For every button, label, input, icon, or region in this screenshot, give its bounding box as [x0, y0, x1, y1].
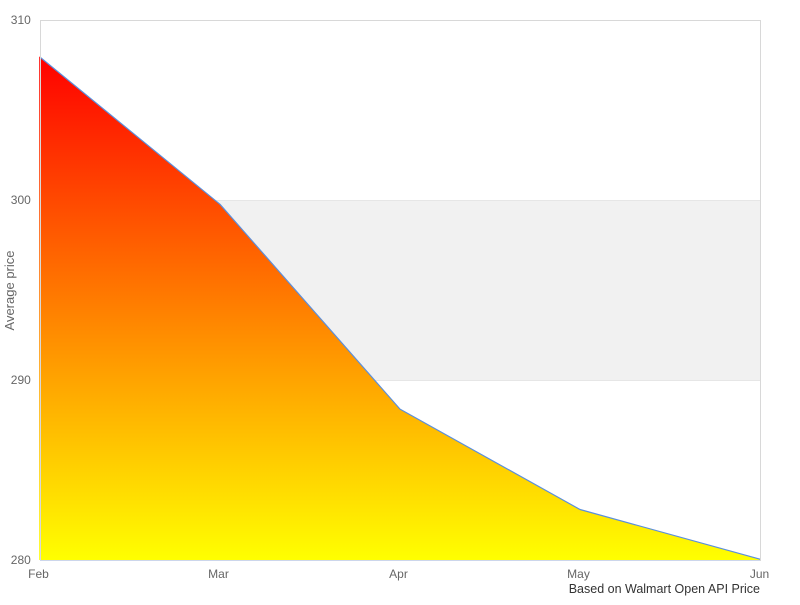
svg-text:Mar: Mar	[208, 567, 229, 581]
svg-text:Average price: Average price	[2, 251, 17, 331]
svg-text:290: 290	[11, 373, 31, 387]
svg-text:Feb: Feb	[28, 567, 49, 581]
svg-text:Jun: Jun	[750, 567, 769, 581]
svg-text:Apr: Apr	[389, 567, 408, 581]
svg-text:310: 310	[11, 13, 31, 27]
svg-text:300: 300	[11, 193, 31, 207]
svg-text:May: May	[567, 567, 590, 581]
svg-text:280: 280	[11, 553, 31, 567]
svg-text:Based on Walmart Open API Pric: Based on Walmart Open API Price	[569, 582, 760, 596]
